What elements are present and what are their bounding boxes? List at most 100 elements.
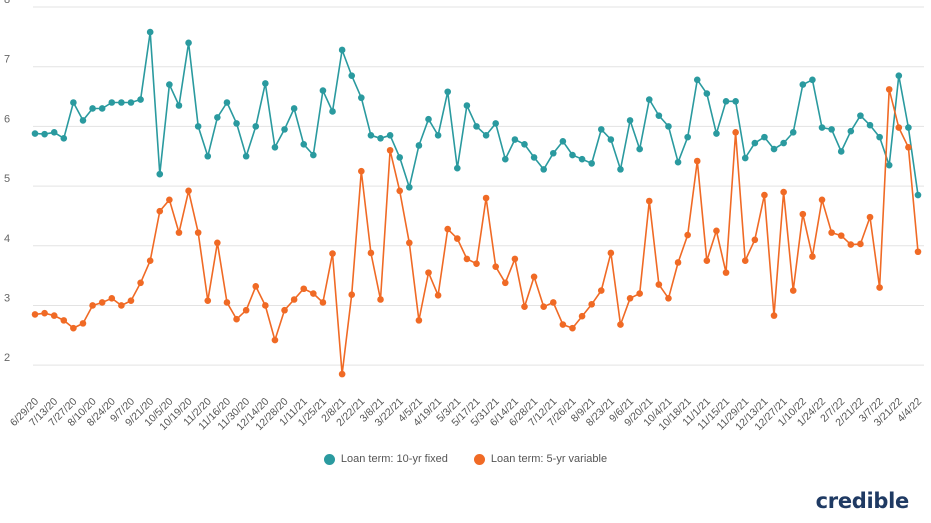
data-point-10yr-fixed[interactable]: [645, 96, 653, 103]
data-point-5yr-variable[interactable]: [473, 260, 480, 267]
data-point-5yr-variable[interactable]: [310, 290, 317, 297]
data-point-10yr-fixed[interactable]: [809, 76, 816, 84]
data-point-10yr-fixed[interactable]: [626, 117, 634, 124]
data-point-10yr-fixed[interactable]: [674, 158, 682, 166]
data-point-10yr-fixed[interactable]: [617, 166, 624, 173]
data-point-10yr-fixed[interactable]: [454, 164, 461, 172]
data-point-10yr-fixed[interactable]: [415, 142, 423, 149]
data-point-10yr-fixed[interactable]: [233, 120, 240, 127]
data-point-5yr-variable[interactable]: [406, 239, 413, 247]
data-point-10yr-fixed[interactable]: [358, 94, 365, 102]
data-point-10yr-fixed[interactable]: [60, 135, 68, 142]
data-point-5yr-variable[interactable]: [415, 317, 423, 324]
data-point-10yr-fixed[interactable]: [463, 102, 471, 109]
data-point-10yr-fixed[interactable]: [482, 132, 490, 139]
data-point-5yr-variable[interactable]: [262, 302, 269, 309]
data-point-10yr-fixed[interactable]: [166, 81, 173, 88]
data-point-5yr-variable[interactable]: [338, 370, 346, 378]
data-point-5yr-variable[interactable]: [501, 279, 509, 287]
data-point-10yr-fixed[interactable]: [41, 130, 48, 138]
data-point-5yr-variable[interactable]: [684, 231, 691, 239]
data-point-10yr-fixed[interactable]: [396, 154, 404, 161]
data-point-5yr-variable[interactable]: [636, 290, 643, 297]
data-point-5yr-variable[interactable]: [722, 269, 730, 276]
data-point-10yr-fixed[interactable]: [444, 88, 452, 96]
data-point-5yr-variable[interactable]: [626, 294, 634, 302]
data-point-5yr-variable[interactable]: [271, 336, 279, 344]
data-point-10yr-fixed[interactable]: [434, 132, 442, 139]
data-point-10yr-fixed[interactable]: [252, 123, 260, 130]
data-point-10yr-fixed[interactable]: [290, 105, 298, 112]
data-point-10yr-fixed[interactable]: [770, 145, 778, 153]
data-point-5yr-variable[interactable]: [588, 300, 595, 308]
data-point-5yr-variable[interactable]: [175, 229, 183, 236]
data-point-10yr-fixed[interactable]: [684, 133, 691, 141]
data-point-5yr-variable[interactable]: [319, 299, 327, 306]
data-point-5yr-variable[interactable]: [70, 324, 77, 332]
data-point-5yr-variable[interactable]: [290, 296, 298, 303]
data-point-10yr-fixed[interactable]: [50, 129, 58, 136]
data-point-10yr-fixed[interactable]: [885, 161, 893, 169]
data-point-5yr-variable[interactable]: [809, 253, 816, 260]
data-point-10yr-fixed[interactable]: [789, 129, 797, 136]
data-point-5yr-variable[interactable]: [79, 320, 87, 327]
data-point-10yr-fixed[interactable]: [569, 151, 576, 159]
data-point-5yr-variable[interactable]: [166, 196, 173, 204]
data-point-5yr-variable[interactable]: [876, 284, 883, 291]
data-point-5yr-variable[interactable]: [89, 302, 96, 309]
data-point-5yr-variable[interactable]: [645, 197, 653, 205]
data-point-10yr-fixed[interactable]: [194, 123, 202, 130]
data-point-5yr-variable[interactable]: [780, 188, 787, 196]
data-point-5yr-variable[interactable]: [396, 187, 404, 195]
data-point-5yr-variable[interactable]: [281, 306, 288, 314]
data-point-10yr-fixed[interactable]: [319, 87, 327, 94]
data-point-5yr-variable[interactable]: [386, 146, 394, 154]
data-point-10yr-fixed[interactable]: [578, 155, 586, 163]
data-point-10yr-fixed[interactable]: [118, 99, 125, 106]
data-point-10yr-fixed[interactable]: [492, 120, 499, 127]
data-point-5yr-variable[interactable]: [674, 259, 682, 266]
data-point-5yr-variable[interactable]: [329, 250, 336, 257]
data-point-10yr-fixed[interactable]: [540, 166, 547, 173]
data-point-5yr-variable[interactable]: [223, 299, 231, 306]
data-point-10yr-fixed[interactable]: [31, 130, 39, 137]
data-point-5yr-variable[interactable]: [597, 287, 605, 294]
data-point-5yr-variable[interactable]: [549, 299, 557, 306]
data-point-10yr-fixed[interactable]: [828, 126, 835, 133]
data-point-10yr-fixed[interactable]: [636, 145, 643, 153]
data-point-10yr-fixed[interactable]: [473, 123, 480, 130]
data-point-5yr-variable[interactable]: [137, 279, 144, 287]
data-point-5yr-variable[interactable]: [118, 302, 125, 309]
data-point-10yr-fixed[interactable]: [741, 154, 749, 162]
data-point-10yr-fixed[interactable]: [655, 112, 663, 119]
data-point-5yr-variable[interactable]: [434, 292, 442, 299]
data-point-10yr-fixed[interactable]: [223, 99, 231, 106]
data-point-10yr-fixed[interactable]: [377, 135, 384, 142]
data-point-10yr-fixed[interactable]: [271, 143, 279, 151]
data-point-10yr-fixed[interactable]: [597, 126, 605, 133]
data-point-10yr-fixed[interactable]: [751, 139, 759, 147]
legend-item-5yr-variable[interactable]: Loan term: 5-yr variable: [473, 453, 607, 465]
data-point-10yr-fixed[interactable]: [242, 152, 250, 160]
data-point-5yr-variable[interactable]: [818, 196, 826, 204]
data-point-5yr-variable[interactable]: [252, 283, 260, 290]
data-point-5yr-variable[interactable]: [41, 309, 48, 317]
data-point-10yr-fixed[interactable]: [665, 123, 672, 130]
data-point-5yr-variable[interactable]: [367, 249, 375, 257]
data-point-5yr-variable[interactable]: [914, 248, 922, 256]
data-point-5yr-variable[interactable]: [425, 269, 432, 276]
data-point-5yr-variable[interactable]: [185, 187, 192, 195]
data-point-10yr-fixed[interactable]: [607, 136, 615, 143]
data-point-5yr-variable[interactable]: [741, 257, 749, 264]
data-point-10yr-fixed[interactable]: [214, 114, 221, 121]
data-point-5yr-variable[interactable]: [761, 191, 768, 199]
data-point-5yr-variable[interactable]: [828, 229, 835, 236]
data-point-10yr-fixed[interactable]: [511, 136, 519, 143]
data-point-10yr-fixed[interactable]: [89, 105, 96, 112]
data-point-5yr-variable[interactable]: [50, 312, 58, 319]
data-point-10yr-fixed[interactable]: [876, 133, 883, 141]
data-point-5yr-variable[interactable]: [847, 241, 855, 248]
data-point-10yr-fixed[interactable]: [79, 117, 87, 124]
data-point-10yr-fixed[interactable]: [329, 108, 336, 115]
data-point-5yr-variable[interactable]: [511, 255, 519, 263]
